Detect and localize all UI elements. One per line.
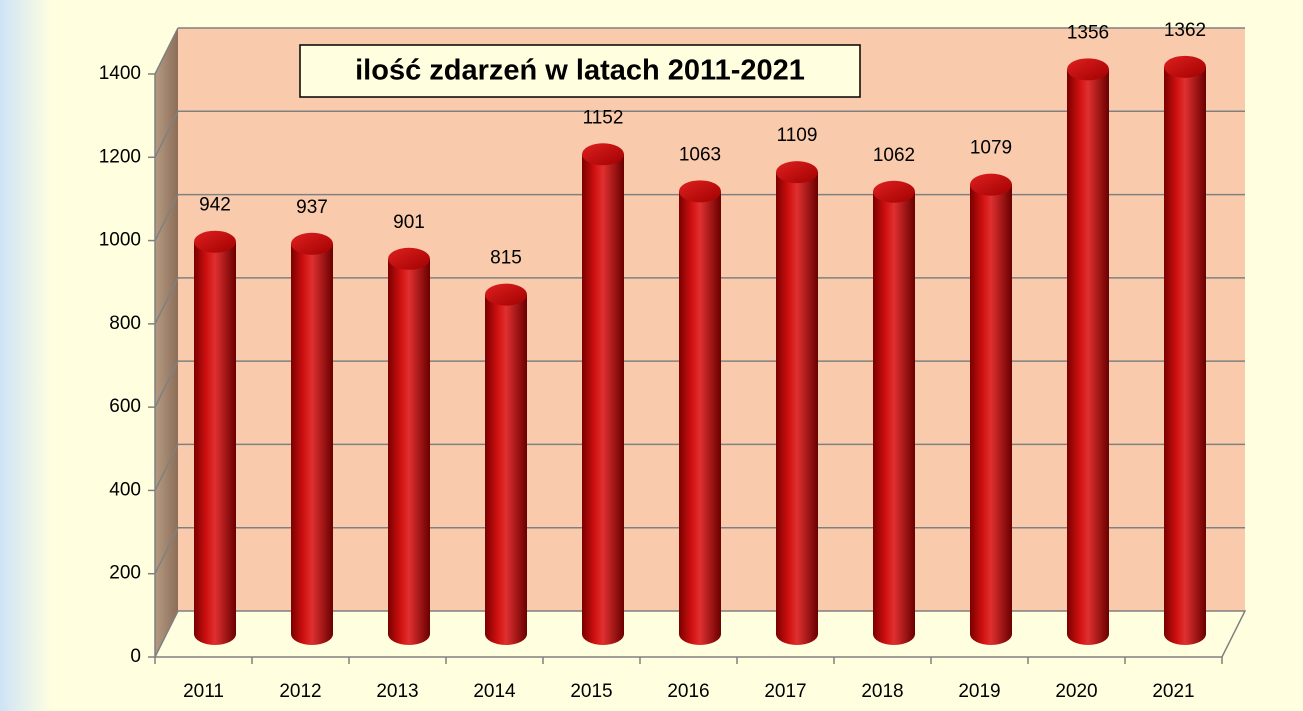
bar-top: [1164, 55, 1206, 78]
data-label: 1109: [777, 125, 818, 146]
y-tick-label: 1400: [99, 63, 141, 84]
data-label: 1063: [679, 144, 721, 165]
x-tick-label: 2015: [570, 681, 612, 702]
x-tick-label: 2018: [861, 681, 903, 702]
bar: [873, 180, 915, 645]
x-tick-label: 2013: [376, 681, 418, 702]
y-tick-label: 800: [109, 313, 141, 334]
bar: [970, 173, 1012, 645]
y-tick-label: 1000: [99, 230, 141, 251]
y-tick-label: 0: [130, 646, 141, 667]
grid-line: [154, 110, 179, 158]
bar-body: [194, 241, 236, 645]
bars: [194, 55, 1206, 646]
bar-top: [873, 180, 915, 203]
bar-body: [485, 294, 527, 645]
data-label: 1062: [873, 145, 915, 166]
bar-top: [970, 173, 1012, 196]
bar-body: [776, 172, 818, 645]
bar-body: [582, 154, 624, 645]
x-tick-label: 2020: [1055, 681, 1097, 702]
grid-line: [154, 277, 179, 325]
data-label: 942: [199, 195, 231, 216]
x-tick-label: 2019: [958, 681, 1000, 702]
grid-line: [154, 527, 179, 575]
y-tick-label: 200: [109, 563, 141, 584]
data-label: 1079: [970, 138, 1012, 159]
data-label: 1152: [583, 107, 624, 128]
data-label: 815: [490, 248, 522, 269]
bar-body: [1164, 66, 1206, 646]
grid-line: [154, 444, 179, 491]
data-label: 901: [393, 212, 425, 233]
x-tick-label: 2014: [473, 681, 516, 702]
bar-body: [291, 243, 333, 645]
bar: [485, 283, 527, 645]
bar-top: [1067, 58, 1109, 81]
bar-top: [388, 247, 430, 270]
bar: [776, 161, 818, 645]
chart-title: ilość zdarzeń w latach 2011-2021: [355, 55, 805, 87]
grid-line: [154, 194, 179, 241]
bar-top: [291, 232, 333, 255]
bar: [291, 232, 333, 645]
x-tick-label: 2021: [1152, 681, 1194, 702]
bar: [679, 180, 721, 645]
title-box: [299, 44, 861, 98]
bar-top: [194, 230, 236, 253]
bar-top: [485, 283, 527, 306]
side-wall: [155, 28, 178, 657]
grid-line: [154, 27, 179, 75]
bar-body: [970, 184, 1012, 645]
x-tick-label: 2011: [183, 681, 224, 702]
bar-top: [776, 161, 818, 184]
bar-body: [873, 191, 915, 645]
bar-top: [679, 180, 721, 203]
bar-top: [582, 143, 624, 166]
bar: [582, 143, 624, 645]
bar-body: [388, 258, 430, 645]
y-tick-label: 1200: [99, 146, 141, 167]
bar: [1164, 55, 1206, 646]
y-tick-label: 400: [109, 479, 141, 500]
grid-line: [154, 360, 179, 408]
bar-body: [1067, 69, 1109, 645]
x-tick-label: 2012: [279, 681, 321, 702]
y-tick-label: 600: [109, 396, 141, 417]
data-label: 1356: [1067, 22, 1109, 43]
x-tick-label: 2017: [764, 681, 806, 702]
data-label: 937: [296, 197, 328, 218]
bar: [388, 247, 430, 645]
x-tick-label: 2016: [667, 681, 709, 702]
bar: [1067, 58, 1109, 645]
bar: [194, 230, 236, 645]
bar-body: [679, 191, 721, 645]
data-label: 1362: [1164, 20, 1206, 41]
